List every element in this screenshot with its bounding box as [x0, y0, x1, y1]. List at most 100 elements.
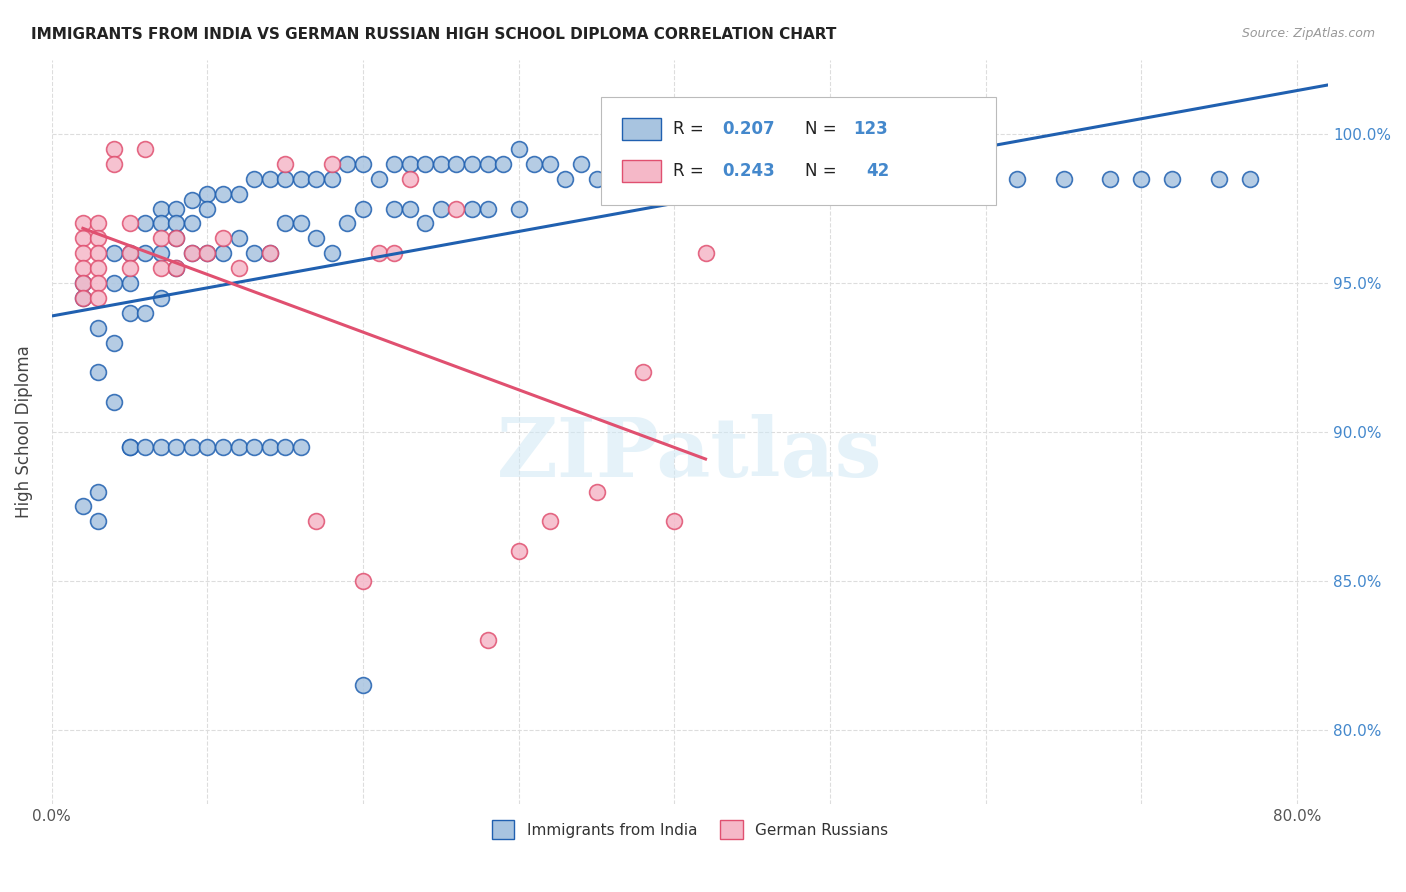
Point — [165, 261, 187, 276]
Point — [228, 231, 250, 245]
Point — [212, 440, 235, 454]
Point — [118, 440, 141, 454]
Text: 0.207: 0.207 — [721, 120, 775, 138]
Point — [415, 216, 437, 230]
Point — [197, 246, 219, 260]
Point — [352, 678, 374, 692]
Point — [259, 246, 281, 260]
Point — [134, 306, 156, 320]
Point — [321, 246, 343, 260]
Text: 123: 123 — [853, 120, 889, 138]
Point — [849, 171, 872, 186]
Text: 42: 42 — [866, 162, 890, 180]
Point — [274, 171, 297, 186]
Point — [523, 157, 546, 171]
Point — [554, 171, 576, 186]
Point — [228, 440, 250, 454]
Point — [382, 246, 405, 260]
Point — [118, 440, 141, 454]
FancyBboxPatch shape — [600, 97, 997, 205]
Point — [134, 142, 156, 156]
Point — [87, 365, 110, 379]
Text: N =: N = — [804, 162, 842, 180]
Text: Source: ZipAtlas.com: Source: ZipAtlas.com — [1241, 27, 1375, 40]
Point — [87, 216, 110, 230]
Text: IMMIGRANTS FROM INDIA VS GERMAN RUSSIAN HIGH SCHOOL DIPLOMA CORRELATION CHART: IMMIGRANTS FROM INDIA VS GERMAN RUSSIAN … — [31, 27, 837, 42]
Point — [382, 202, 405, 216]
Point — [259, 440, 281, 454]
Point — [600, 171, 623, 186]
Point — [585, 171, 607, 186]
Point — [118, 246, 141, 260]
Point — [180, 246, 202, 260]
Point — [290, 216, 312, 230]
Point — [180, 440, 202, 454]
Point — [197, 440, 219, 454]
Point — [72, 231, 94, 245]
Point — [72, 276, 94, 290]
Point — [912, 171, 935, 186]
Point — [212, 186, 235, 201]
Point — [321, 171, 343, 186]
Point — [321, 157, 343, 171]
Point — [228, 186, 250, 201]
Point — [352, 574, 374, 588]
Point — [538, 157, 561, 171]
Point — [103, 142, 125, 156]
Bar — [623, 161, 661, 183]
Point — [508, 544, 530, 558]
Point — [165, 231, 187, 245]
Point — [1005, 171, 1028, 186]
Point — [149, 202, 172, 216]
Point — [87, 231, 110, 245]
Text: 0.243: 0.243 — [721, 162, 775, 180]
Point — [72, 276, 94, 290]
Point — [818, 171, 841, 186]
Point — [197, 202, 219, 216]
Point — [398, 171, 420, 186]
Point — [415, 157, 437, 171]
Point — [134, 216, 156, 230]
Point — [259, 171, 281, 186]
Point — [274, 440, 297, 454]
Point — [492, 157, 515, 171]
Point — [866, 171, 889, 186]
Point — [118, 276, 141, 290]
Point — [336, 157, 359, 171]
Point — [149, 440, 172, 454]
Point — [398, 157, 420, 171]
Point — [725, 171, 748, 186]
Point — [695, 171, 717, 186]
Point — [352, 202, 374, 216]
Point — [974, 171, 997, 186]
Point — [87, 261, 110, 276]
Point — [72, 216, 94, 230]
Point — [87, 514, 110, 528]
Point — [165, 202, 187, 216]
Point — [259, 246, 281, 260]
Point — [180, 193, 202, 207]
Point — [477, 157, 499, 171]
Point — [149, 246, 172, 260]
Point — [87, 276, 110, 290]
Point — [398, 202, 420, 216]
Point — [243, 246, 266, 260]
Point — [118, 246, 141, 260]
Point — [508, 142, 530, 156]
Point — [664, 514, 686, 528]
Point — [103, 157, 125, 171]
Point — [508, 202, 530, 216]
Point — [772, 171, 794, 186]
Point — [943, 171, 966, 186]
Point — [538, 514, 561, 528]
Point — [103, 246, 125, 260]
Point — [1099, 171, 1122, 186]
Point — [87, 291, 110, 305]
Point — [1052, 171, 1074, 186]
Point — [165, 261, 187, 276]
Point — [305, 171, 328, 186]
Point — [710, 171, 733, 186]
Point — [305, 231, 328, 245]
Point — [197, 246, 219, 260]
Point — [103, 276, 125, 290]
